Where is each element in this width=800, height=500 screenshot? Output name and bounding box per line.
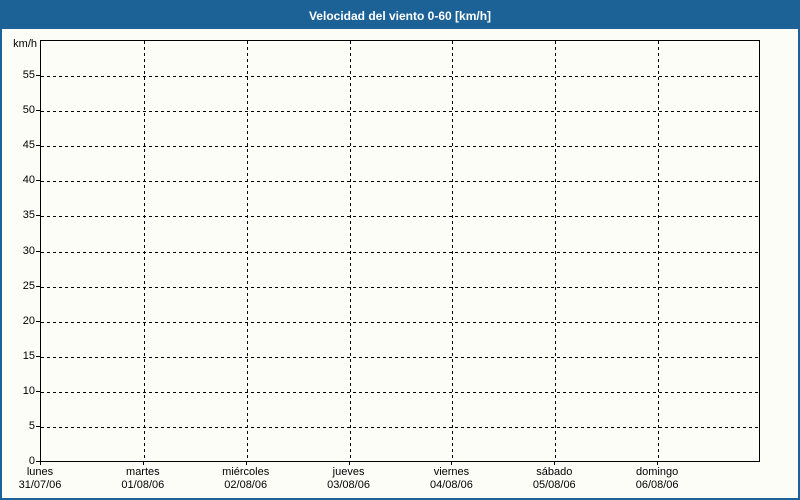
y-tick-label: 30 [22,244,35,257]
y-tick-label: 20 [22,314,35,327]
y-tick-label: 25 [22,279,35,292]
y-tick-label: 40 [22,174,35,187]
x-day-name: miércoles [222,466,270,478]
y-tick-mark [36,390,40,392]
y-gridline [41,391,759,393]
x-day-date: 06/08/06 [635,479,679,491]
y-tick-label: 45 [22,139,35,152]
y-tick-label: 10 [22,384,35,397]
x-day-label: miércoles 02/08/06 [186,466,306,492]
x-day-date: 03/08/06 [327,479,370,491]
x-day-label: sábado 05/08/06 [494,466,614,492]
y-tick-mark [36,75,40,77]
y-tick-label: 35 [22,209,35,222]
y-gridline [41,426,759,428]
y-axis-unit-label: km/h [13,38,37,50]
x-day-date: 05/08/06 [532,479,576,491]
y-gridline [41,181,759,183]
x-day-name: martes [126,466,160,478]
y-tick-mark [36,250,40,252]
y-tick-mark [36,461,40,462]
x-day-label: lunes 31/07/06 [2,466,100,492]
y-tick-mark [36,285,40,287]
y-gridline [41,286,759,288]
y-tick-mark [36,180,40,182]
y-gridline [41,146,759,148]
y-gridline [41,356,759,358]
x-gridline [658,41,660,461]
x-tick-mark [657,461,659,465]
y-tick-mark [36,110,40,112]
x-gridline [143,41,145,461]
x-day-label: jueves 03/08/06 [289,466,409,492]
y-tick-mark [36,425,40,427]
y-gridline [41,76,759,78]
y-tick-label: 55 [22,69,35,82]
y-tick-mark [36,355,40,357]
x-day-name: jueves [332,466,365,478]
y-gridline [41,321,759,323]
x-day-name: domingo [636,466,679,478]
x-gridline [246,41,248,461]
x-tick-mark [245,461,247,465]
y-tick-label: 0 [28,455,35,467]
x-day-label: viernes 04/08/06 [391,466,511,492]
x-day-name: sábado [536,466,573,478]
x-gridline [452,41,454,461]
x-tick-mark [554,461,556,465]
y-tick-mark [36,215,40,217]
y-tick-label: 50 [22,104,35,117]
x-day-date: 31/07/06 [18,479,62,491]
x-day-label: domingo 06/08/06 [597,466,717,492]
x-day-name: viernes [433,466,470,478]
x-tick-mark [348,461,350,465]
x-gridline [555,41,557,461]
chart-title: Velocidad del viento 0-60 [km/h] [308,8,492,23]
x-tick-mark [451,461,453,465]
x-day-name: lunes [26,466,54,478]
x-day-date: 02/08/06 [224,479,268,491]
y-gridline [41,251,759,253]
y-tick-mark [36,320,40,322]
y-tick-label: 15 [22,349,35,362]
x-tick-mark [142,461,144,465]
x-tick-mark [40,461,41,465]
y-gridline [41,216,759,218]
y-gridline [41,111,759,113]
plot-area [40,40,760,462]
x-day-date: 04/08/06 [430,479,473,491]
x-day-label: martes 01/08/06 [83,466,203,492]
x-gridline [349,41,351,461]
x-day-date: 01/08/06 [121,479,165,491]
y-tick-label: 5 [28,419,35,432]
chart-title-bar: Velocidad del viento 0-60 [km/h] [2,2,798,29]
y-tick-mark [36,145,40,147]
